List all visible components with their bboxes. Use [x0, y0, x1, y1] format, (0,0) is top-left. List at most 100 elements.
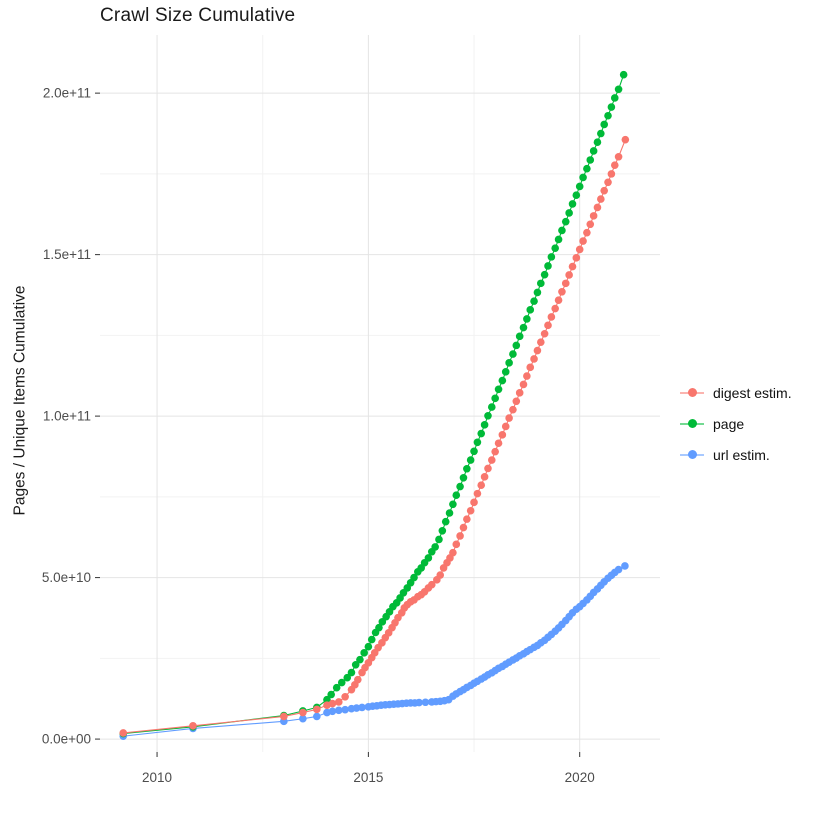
data-point-page	[435, 535, 443, 544]
data-point-page	[487, 403, 496, 411]
data-point-digest-estim-	[328, 699, 337, 708]
data-point-url-estim-	[334, 706, 343, 715]
data-point-digest-estim-	[579, 237, 587, 245]
data-point-url-estim-	[621, 562, 629, 570]
data-point-page	[343, 673, 352, 682]
data-point-digest-estim-	[589, 212, 598, 220]
data-point-url-estim-	[614, 565, 623, 574]
data-point-page	[614, 85, 623, 94]
x-tick-label: 2020	[565, 770, 595, 785]
data-point-digest-estim-	[614, 152, 623, 161]
data-point-page	[533, 288, 542, 297]
y-axis-title: Pages / Unique Items Cumulative	[11, 285, 29, 516]
data-point-page	[445, 509, 454, 517]
data-point-digest-estim-	[523, 372, 531, 380]
data-point-page	[519, 323, 528, 332]
data-point-digest-estim-	[456, 532, 464, 540]
data-point-page	[589, 147, 598, 155]
data-point-digest-estim-	[583, 228, 591, 237]
legend-label: url estim.	[713, 446, 770, 463]
data-point-digest-estim-	[498, 431, 507, 439]
legend-key-icon	[680, 385, 704, 401]
data-point-digest-estim-	[551, 304, 559, 313]
data-point-page	[449, 500, 457, 509]
data-point-digest-estim-	[568, 262, 577, 271]
data-point-digest-estim-	[313, 705, 321, 714]
data-point-page	[568, 200, 577, 208]
y-tick-label: 1.0e+11	[43, 409, 91, 424]
data-point-page	[327, 690, 335, 699]
data-point-page	[572, 191, 581, 199]
data-point-url-estim-	[415, 698, 423, 707]
data-point-page	[544, 262, 552, 270]
data-point-page	[575, 182, 584, 191]
data-point-digest-estim-	[600, 186, 609, 195]
data-point-page	[332, 683, 341, 692]
data-point-digest-estim-	[449, 548, 457, 557]
data-point-digest-estim-	[505, 414, 513, 422]
data-point-page	[375, 623, 383, 632]
y-tick-label: 2.0e+11	[43, 86, 91, 101]
data-point-digest-estim-	[334, 698, 343, 706]
legend-key-icon	[680, 447, 704, 463]
data-point-digest-estim-	[509, 405, 517, 414]
data-point-page	[356, 655, 364, 664]
data-point-digest-estim-	[526, 363, 535, 372]
data-point-page	[459, 473, 468, 482]
data-point-digest-estim-	[604, 178, 612, 187]
data-point-digest-estim-	[572, 254, 581, 262]
data-point-page	[463, 464, 471, 473]
data-point-digest-estim-	[119, 729, 128, 737]
data-point-digest-estim-	[466, 506, 475, 515]
data-point-digest-estim-	[280, 712, 288, 721]
data-point-digest-estim-	[533, 346, 542, 355]
data-point-digest-estim-	[480, 473, 489, 481]
data-point-page	[337, 678, 346, 687]
data-point-digest-estim-	[477, 481, 486, 490]
x-tick-label: 2015	[353, 770, 383, 785]
data-point-page	[323, 695, 331, 704]
data-point-page	[410, 573, 418, 582]
data-point-page	[466, 456, 475, 464]
data-point-page	[494, 385, 503, 394]
data-point-page	[565, 209, 573, 217]
data-point-digest-estim-	[515, 389, 524, 397]
data-point-digest-estim-	[473, 489, 482, 498]
data-point-page	[470, 447, 478, 456]
data-point-page	[593, 138, 602, 147]
data-point-page	[473, 438, 482, 447]
y-tick-label: 1.5e+11	[43, 247, 91, 262]
data-point-page	[424, 554, 433, 562]
data-point-url-estim-	[341, 705, 349, 714]
data-point-digest-estim-	[452, 540, 461, 549]
data-point-page	[360, 649, 368, 657]
data-point-digest-estim-	[459, 523, 468, 532]
data-point-page	[523, 315, 531, 323]
data-point-page	[367, 635, 376, 644]
data-point-page	[537, 279, 545, 288]
data-point-digest-estim-	[575, 245, 584, 254]
data-point-digest-estim-	[561, 279, 570, 288]
data-point-page	[505, 359, 513, 367]
data-point-digest-estim-	[341, 692, 349, 701]
data-point-page	[431, 543, 439, 551]
data-point-page	[558, 226, 566, 235]
data-point-digest-estim-	[189, 722, 197, 730]
data-point-page	[364, 642, 373, 651]
data-point-digest-estim-	[354, 675, 362, 684]
data-point-url-estim-	[328, 707, 337, 716]
legend-item-digest-estim-: digest estim.	[680, 377, 792, 408]
data-point-url-estim-	[299, 714, 307, 723]
data-point-page	[509, 350, 517, 358]
data-point-digest-estim-	[610, 161, 619, 169]
legend-item-url-estim-: url estim.	[680, 439, 792, 470]
y-tick-label: 5.0e+10	[42, 570, 91, 585]
data-point-page	[526, 306, 535, 314]
legend-key-icon	[680, 416, 704, 432]
legend-item-page: page	[680, 408, 792, 439]
data-point-page	[619, 70, 628, 79]
data-point-page	[477, 429, 486, 438]
data-point-page	[456, 482, 464, 491]
data-point-digest-estim-	[512, 397, 521, 406]
data-point-digest-estim-	[491, 447, 499, 456]
